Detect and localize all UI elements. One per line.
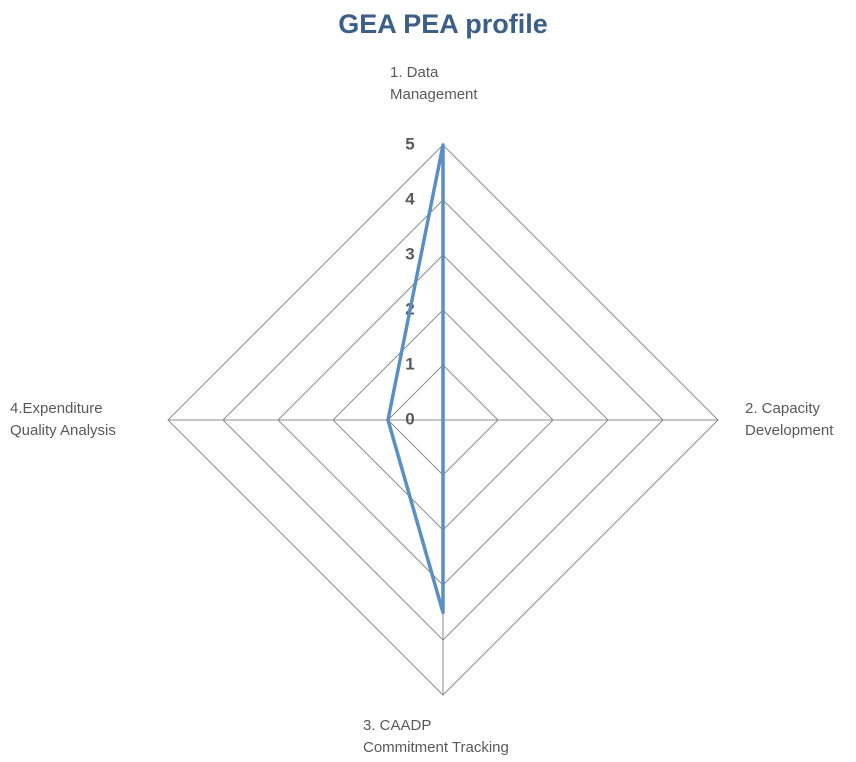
- tick-label: 0: [405, 409, 414, 428]
- axis-label: 1. Data Management: [390, 64, 478, 103]
- tick-label: 4: [405, 189, 415, 208]
- axis-label: 4.Expenditure Quality Analysis: [10, 400, 116, 439]
- tick-label: 1: [405, 354, 414, 373]
- chart-title: GEA PEA profile: [338, 9, 548, 39]
- tick-label: 5: [405, 134, 414, 153]
- series-line: [386, 143, 445, 615]
- grid-ring: [167, 144, 719, 696]
- axis-label: 2. Capacity Development: [745, 400, 834, 439]
- tick-label: 3: [405, 244, 414, 263]
- axis-label: 3. CAADP Commitment Tracking: [363, 717, 509, 756]
- grid-ring: [222, 199, 664, 641]
